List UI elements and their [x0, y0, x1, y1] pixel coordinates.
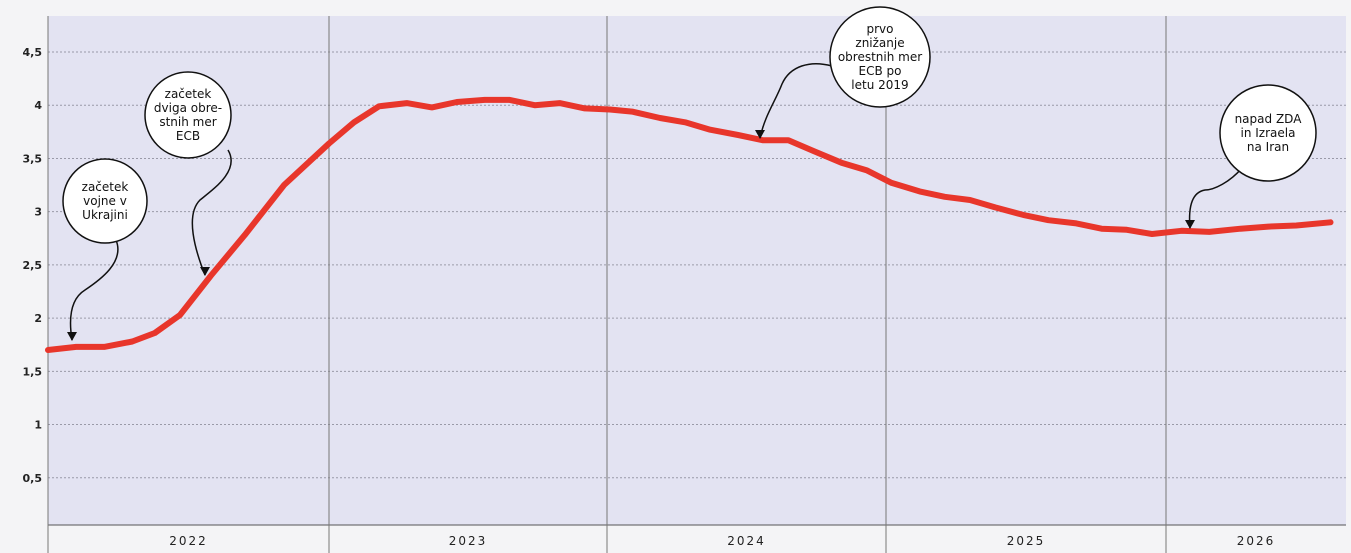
- y-tick-label: 0,5: [23, 472, 43, 485]
- y-tick-label: 2: [34, 312, 42, 325]
- annotation-text: in Izraela: [1241, 126, 1296, 140]
- annotation-text: dviga obre-: [154, 101, 222, 115]
- annotation-text: prvo: [867, 22, 894, 36]
- y-tick-label: 3: [34, 206, 42, 219]
- y-tick-label: 4: [34, 99, 42, 112]
- annotation-text: Ukrajini: [82, 208, 128, 222]
- y-tick-label: 4,5: [23, 46, 43, 59]
- plot-area: [48, 16, 1346, 525]
- annotation-text: vojne v: [83, 194, 127, 208]
- annotation-text: na Iran: [1247, 140, 1289, 154]
- x-axis-band: [48, 525, 1346, 553]
- annotation-text: letu 2019: [851, 78, 908, 92]
- y-tick-label: 3,5: [23, 152, 43, 165]
- x-tick-label: 2024: [727, 534, 766, 548]
- x-tick-label: 2023: [449, 534, 488, 548]
- y-tick-label: 1: [34, 419, 42, 432]
- x-tick-label: 2022: [169, 534, 208, 548]
- annotation-text: ECB: [176, 129, 200, 143]
- x-tick-label: 2025: [1007, 534, 1046, 548]
- annotation-text: začetek: [82, 180, 129, 194]
- y-axis: 0,5 1 1,5 2 2,5 3 3,5 4 4,5: [23, 46, 43, 485]
- annotation-text: začetek: [165, 87, 212, 101]
- annotation-text: ECB po: [859, 64, 902, 78]
- x-tick-label: 2026: [1237, 534, 1276, 548]
- annotation-text: obrestnih mer: [838, 50, 922, 64]
- y-tick-label: 1,5: [23, 365, 43, 378]
- annotation-text: napad ZDA: [1235, 112, 1303, 126]
- y-tick-label: 2,5: [23, 259, 43, 272]
- annotation-text: stnih mer: [159, 115, 216, 129]
- annotation-text: znižanje: [855, 36, 904, 50]
